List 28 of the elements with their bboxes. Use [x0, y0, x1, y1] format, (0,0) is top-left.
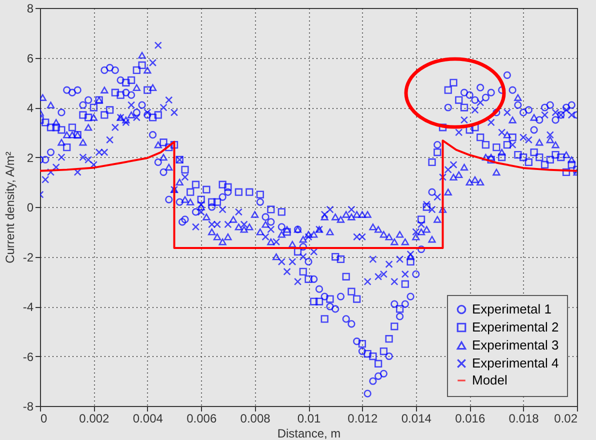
- x-tick-label: 0.008: [240, 412, 271, 426]
- y-tick-label: -6: [22, 350, 34, 364]
- x-tick-label: 0.02: [554, 412, 578, 426]
- x-tick-label: 0: [40, 412, 48, 426]
- y-tick-label: 4: [26, 101, 34, 115]
- legend-label: Experimental 2: [472, 320, 559, 334]
- legend-label: Experimental 4: [472, 356, 559, 370]
- x-tick-label: 0.002: [79, 412, 110, 426]
- x-axis-title: Distance, m: [277, 426, 341, 440]
- y-axis-title: Current density, A/m²: [2, 152, 17, 264]
- y-tick-label: 0: [26, 200, 34, 214]
- y-tick-label: -2: [22, 250, 34, 264]
- y-tick-label: 8: [26, 2, 34, 16]
- y-tick-label: 6: [26, 51, 34, 66]
- y-tick-label: 2: [26, 150, 34, 165]
- y-tick-label: -8: [22, 400, 34, 414]
- legend-label: Experimental 3: [472, 338, 559, 352]
- legend-label: Model: [472, 372, 508, 388]
- x-tick-label: 0.004: [132, 412, 164, 426]
- x-tick-label: 0.01: [297, 412, 321, 426]
- y-tick-label: -4: [22, 300, 34, 314]
- line-series: [40, 140, 577, 250]
- legend-label: Experimetal 1: [472, 302, 552, 316]
- x-tick-label: 0.018: [508, 412, 540, 426]
- x-tick-label: 0.016: [455, 412, 486, 426]
- x-tick-label: 0.006: [186, 412, 217, 426]
- x-tick-label: 0.012: [348, 412, 378, 426]
- x-tick-label: 0.014: [401, 412, 432, 426]
